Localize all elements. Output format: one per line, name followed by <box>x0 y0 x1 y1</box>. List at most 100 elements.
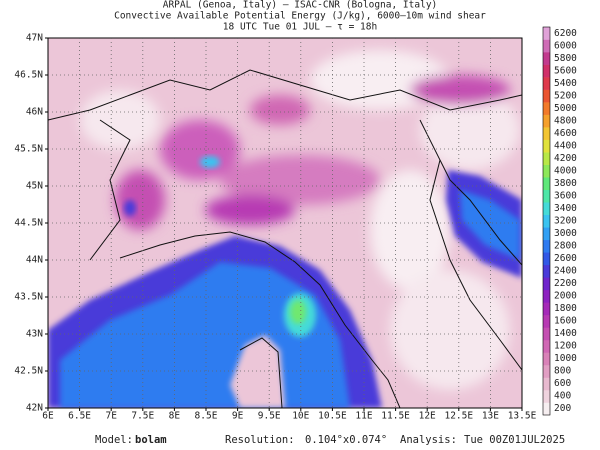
lon-tick-label: 12E <box>419 411 436 422</box>
lon-tick-label: 9.5E <box>258 411 281 422</box>
colorbar-label: 5200 <box>554 90 577 101</box>
colorbar-swatch <box>543 177 550 191</box>
colorbar-label: 3200 <box>554 216 577 227</box>
colorbar-label: 5000 <box>554 103 577 114</box>
lat-tick-label: 42N <box>26 403 43 414</box>
colorbar-label: 3800 <box>554 178 577 189</box>
colorbar-swatch <box>543 277 550 291</box>
colorbar-swatch <box>543 189 550 203</box>
colorbar-swatch <box>543 364 550 378</box>
footer-value: bolam <box>135 434 167 446</box>
title-line: Convective Available Potential Energy (J… <box>114 11 486 22</box>
colorbar-swatch <box>543 214 550 228</box>
lat-tick-label: 42.5N <box>14 366 43 377</box>
colorbar-label: 2800 <box>554 241 577 252</box>
lon-tick-label: 11.5E <box>381 411 410 422</box>
colorbar-swatch <box>543 314 550 328</box>
colorbar-swatch <box>543 352 550 366</box>
colorbar-label: 3600 <box>554 190 577 201</box>
lat-tick-label: 46.5N <box>14 70 43 81</box>
colorbar-swatch <box>543 339 550 353</box>
lat-tick-label: 43N <box>26 329 43 340</box>
colorbar-swatch <box>543 202 550 216</box>
colorbar-label: 2400 <box>554 266 577 277</box>
colorbar-label: 4200 <box>554 153 577 164</box>
lat-tick-label: 47N <box>26 33 43 44</box>
colorbar-swatch <box>543 77 550 90</box>
colorbar-label: 1000 <box>554 353 577 364</box>
colorbar-swatch <box>543 389 550 403</box>
colorbar-label: 4600 <box>554 128 577 139</box>
title-line: ARPAL (Genoa, Italy) — ISAC-CNR (Bologna… <box>163 0 438 11</box>
colorbar-label: 5800 <box>554 53 577 64</box>
colorbar-label: 800 <box>554 366 571 377</box>
footer-label: Analysis: <box>400 434 457 446</box>
colorbar-swatch <box>543 64 550 78</box>
colorbar-swatch <box>543 289 550 303</box>
colorbar-frame <box>542 26 551 416</box>
colorbar-label: 2600 <box>554 253 577 264</box>
lon-tick-label: 10.5E <box>318 411 347 422</box>
lon-tick-label: 11E <box>355 411 372 422</box>
colorbar-label: 4800 <box>554 115 577 126</box>
lon-tick-label: 9E <box>232 411 244 422</box>
colorbar-label: 5600 <box>554 65 577 76</box>
lat-tick-label: 45N <box>26 181 43 192</box>
lon-tick-label: 10E <box>292 411 309 422</box>
colorbar-label: 3400 <box>554 203 577 214</box>
colorbar-label: 4000 <box>554 165 577 176</box>
colorbar-label: 200 <box>554 403 571 414</box>
colorbar-swatch <box>543 239 550 253</box>
colorbar-swatch <box>543 89 550 103</box>
lat-tick-label: 46N <box>26 107 43 118</box>
lon-tick-label: 6.5E <box>68 411 91 422</box>
colorbar-swatch <box>543 139 550 153</box>
colorbar-label: 600 <box>554 378 571 389</box>
lon-tick-label: 13E <box>482 411 499 422</box>
colorbar-swatch <box>543 377 550 391</box>
lon-tick-label: 13.5E <box>508 411 537 422</box>
footer-value: 0.104°x0.074° <box>305 434 387 446</box>
colorbar-swatch <box>543 402 550 416</box>
colorbar-swatch <box>543 252 550 266</box>
colorbar-swatch <box>543 52 550 65</box>
lon-tick-label: 8.5E <box>195 411 218 422</box>
colorbar-label: 1200 <box>554 341 577 352</box>
colorbar-swatch <box>543 27 550 40</box>
colorbar-swatch <box>543 114 550 128</box>
map-field <box>48 38 522 408</box>
lat-tick-label: 45.5N <box>14 144 43 155</box>
colorbar-label: 1400 <box>554 328 577 339</box>
colorbar-swatch <box>543 302 550 316</box>
lon-tick-label: 6E <box>42 411 54 422</box>
lat-tick-label: 43.5N <box>14 292 43 303</box>
colorbar-label: 6200 <box>554 28 577 39</box>
colorbar-swatch <box>543 127 550 140</box>
footer-value: Tue 00Z01JUL2025 <box>464 434 565 446</box>
colorbar-swatch <box>543 164 550 178</box>
colorbar-label: 400 <box>554 391 571 402</box>
colorbar-label: 1600 <box>554 316 577 327</box>
colorbar-label: 2200 <box>554 278 577 289</box>
title-line: 18 UTC Tue 01 JUL — τ = 18h <box>223 22 377 33</box>
colorbar-swatch <box>543 327 550 341</box>
colorbar-label: 2000 <box>554 291 577 302</box>
colorbar-label: 4400 <box>554 140 577 151</box>
colorbar-swatch <box>543 227 550 241</box>
colorbar-swatch <box>543 39 550 53</box>
colorbar-label: 5400 <box>554 78 577 89</box>
footer-label: Resolution: <box>225 434 295 446</box>
lon-tick-label: 7E <box>105 411 117 422</box>
lat-tick-label: 44.5N <box>14 218 43 229</box>
lon-tick-label: 7.5E <box>131 411 154 422</box>
footer-label: Model: <box>95 434 133 446</box>
lon-tick-label: 12.5E <box>444 411 473 422</box>
colorbar-swatch <box>543 152 550 165</box>
lat-tick-label: 44N <box>26 255 43 266</box>
colorbar-label: 3000 <box>554 228 577 239</box>
colorbar-label: 1800 <box>554 303 577 314</box>
lon-tick-label: 8E <box>169 411 181 422</box>
colorbar-swatch <box>543 264 550 278</box>
colorbar-swatch <box>543 102 550 115</box>
